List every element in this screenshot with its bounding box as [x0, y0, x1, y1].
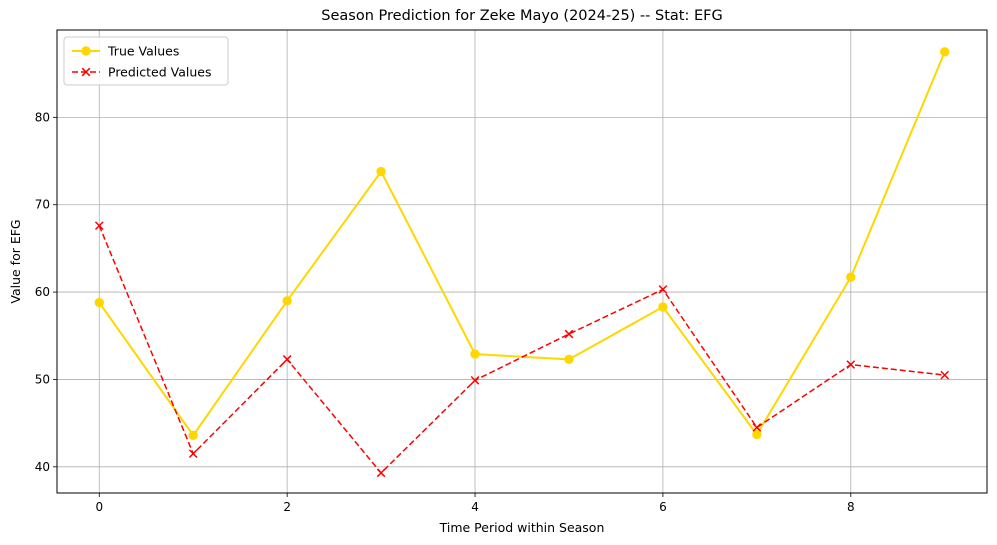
- data-point: [752, 423, 762, 432]
- legend: True Values Predicted Values: [63, 36, 229, 86]
- y-tick-label: 40: [35, 460, 50, 474]
- plot-area-frame: [56, 29, 988, 494]
- x-axis-ticks: 0 2 4 6 8: [95, 493, 855, 514]
- series-line: [98, 51, 946, 438]
- x-tick-label: 0: [95, 500, 103, 514]
- y-tick-label: 60: [35, 285, 50, 299]
- legend-box: [63, 36, 229, 86]
- data-point: [376, 166, 386, 177]
- data-point: [94, 221, 104, 231]
- y-axis-ticks: 40 50 60 70 80: [35, 110, 57, 474]
- legend-label: Predicted Values: [108, 65, 212, 80]
- data-point: [376, 468, 386, 478]
- series-true-values: [94, 47, 950, 441]
- x-tick-label: 4: [471, 500, 479, 514]
- y-tick-label: 50: [35, 372, 50, 386]
- data-point: [282, 296, 292, 306]
- legend-label: True Values: [107, 44, 179, 59]
- data-point: [658, 285, 668, 294]
- data-point: [282, 355, 292, 364]
- data-point: [846, 272, 856, 282]
- y-tick-label: 70: [35, 198, 50, 212]
- data-point: [470, 375, 480, 385]
- data-point: [940, 47, 950, 57]
- data-point: [188, 449, 198, 459]
- data-point: [752, 429, 762, 440]
- data-point: [470, 349, 480, 359]
- data-point: [564, 329, 574, 339]
- y-tick-label: 80: [35, 110, 50, 124]
- y-axis-label: Value for EFG: [8, 219, 23, 303]
- data-point: [940, 370, 950, 380]
- legend-entry: Predicted Values: [72, 65, 212, 80]
- legend-entry: True Values: [72, 44, 179, 59]
- legend-marker: [81, 67, 91, 77]
- series-line: [98, 225, 945, 475]
- x-tick-label: 2: [283, 500, 291, 514]
- x-axis-label: Time Period within Season: [439, 520, 605, 535]
- data-point: [658, 302, 668, 312]
- series-layer: [94, 47, 950, 478]
- series-predicted-values: [94, 221, 950, 478]
- x-tick-label: 8: [847, 500, 855, 514]
- data-point: [188, 430, 198, 441]
- data-point: [564, 354, 574, 365]
- grid-lines: [57, 30, 987, 493]
- x-tick-label: 6: [659, 500, 667, 514]
- legend-marker: [81, 46, 91, 56]
- chart-title: Season Prediction for Zeke Mayo (2024-25…: [321, 8, 722, 24]
- data-point: [94, 297, 104, 308]
- data-point: [846, 360, 856, 369]
